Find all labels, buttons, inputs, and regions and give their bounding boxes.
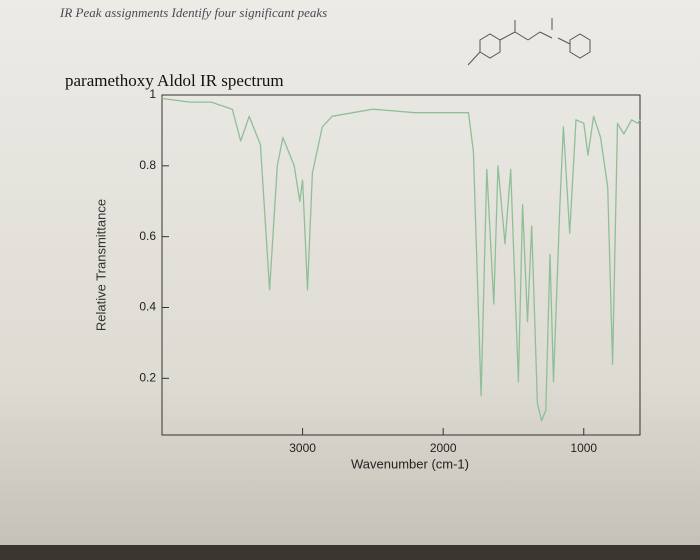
x-tick-label: 2000	[430, 441, 457, 455]
spectrum-line	[161, 97, 641, 422]
plot-frame	[161, 94, 641, 436]
y-tick-label: 1	[149, 87, 156, 101]
chart-title: paramethoxy Aldol IR spectrum	[65, 71, 284, 90]
x-axis-label: Wavenumber (cm-1)	[351, 456, 469, 471]
y-tick-label: 0.4	[139, 300, 156, 314]
y-tick-label: 0.2	[139, 371, 156, 385]
x-tick-label: 1000	[570, 441, 597, 455]
y-tick-label: 0.8	[139, 158, 156, 172]
y-axis-label: Relative Transmittance	[93, 199, 108, 331]
handwritten-note: IR Peak assignments Identify four signif…	[59, 5, 327, 20]
paper	[0, 0, 700, 545]
molecule-sketch	[467, 18, 591, 66]
x-tick-label: 3000	[289, 441, 316, 455]
y-tick-label: 0.6	[139, 229, 156, 243]
